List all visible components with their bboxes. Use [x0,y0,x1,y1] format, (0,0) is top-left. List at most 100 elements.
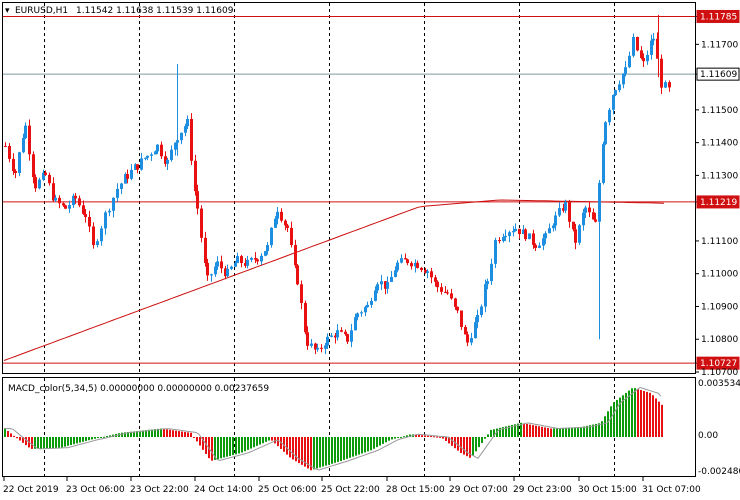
candle-body[interactable] [410,263,413,267]
candle-body[interactable] [140,158,143,170]
candle-body[interactable] [130,169,133,179]
candle-body[interactable] [250,257,253,260]
candle-body[interactable] [450,293,453,299]
candle-body[interactable] [150,154,153,156]
candle-body[interactable] [108,210,111,213]
candle-body[interactable] [226,268,229,277]
candle-body[interactable] [290,227,293,245]
candle-body[interactable] [32,154,35,178]
candle-body[interactable] [74,195,77,199]
candle-body[interactable] [396,262,399,271]
candle-body[interactable] [370,300,373,305]
candle-body[interactable] [476,314,479,323]
candle-body[interactable] [618,84,621,91]
candle-body[interactable] [374,290,377,301]
candle-body[interactable] [214,266,217,275]
candle-body[interactable] [446,292,449,294]
candle-body[interactable] [254,257,257,260]
candle-body[interactable] [304,302,307,333]
candle-body[interactable] [68,205,71,209]
candle-body[interactable] [270,227,273,246]
candle-body[interactable] [456,306,459,311]
candle-body[interactable] [126,174,129,179]
candle-body[interactable] [330,335,333,337]
candle-body[interactable] [380,281,383,285]
candle-body[interactable] [444,291,447,293]
candle-body[interactable] [316,347,319,350]
candle-body[interactable] [48,174,51,184]
candle-body[interactable] [160,144,163,157]
candle-body[interactable] [542,238,545,246]
candle-body[interactable] [326,336,329,346]
candle-body[interactable] [210,274,213,276]
candle-body[interactable] [264,251,267,256]
candle-body[interactable] [24,125,27,139]
candle-body[interactable] [574,229,577,243]
candle-body[interactable] [624,67,627,74]
candle-body[interactable] [346,334,349,342]
candle-body[interactable] [120,183,123,189]
candle-body[interactable] [184,126,187,133]
candle-body[interactable] [640,50,643,59]
candle-body[interactable] [44,172,47,175]
candle-body[interactable] [588,207,591,213]
candle-body[interactable] [532,233,535,245]
candle-body[interactable] [64,205,67,209]
candle-body[interactable] [386,281,389,289]
candle-body[interactable] [340,330,343,332]
candle-body[interactable] [334,335,337,338]
candle-body[interactable] [96,241,99,246]
candle-body[interactable] [602,144,605,183]
candle-body[interactable] [284,220,287,226]
candle-body[interactable] [512,231,515,233]
candle-body[interactable] [42,172,45,180]
candle-body[interactable] [220,261,223,269]
candle-body[interactable] [300,284,303,303]
candle-body[interactable] [514,228,517,232]
candle-body[interactable] [562,208,565,211]
candle-body[interactable] [170,149,173,160]
candle-body[interactable] [490,263,493,282]
candle-body[interactable] [144,157,147,159]
candle-body[interactable] [400,258,403,263]
candle-body[interactable] [320,347,323,349]
candle-body[interactable] [156,144,159,152]
candle-body[interactable] [206,263,209,276]
candle-body[interactable] [38,179,41,189]
candle-body[interactable] [470,338,473,343]
candle-body[interactable] [534,244,537,248]
candle-body[interactable] [260,255,263,262]
candle-body[interactable] [336,330,339,338]
candle-body[interactable] [58,197,61,204]
candle-body[interactable] [508,232,511,236]
candle-body[interactable] [578,225,581,243]
candle-body[interactable] [18,152,21,173]
candle-body[interactable] [636,37,639,51]
candle-body[interactable] [34,177,37,189]
candle-body[interactable] [112,197,115,211]
candle-body[interactable] [406,259,409,264]
candle-body[interactable] [384,281,387,289]
candle-body[interactable] [660,58,663,88]
candle-body[interactable] [582,212,585,226]
candle-body[interactable] [360,312,363,314]
candle-body[interactable] [390,276,393,282]
candle-body[interactable] [204,237,207,264]
candle-body[interactable] [194,160,197,192]
candle-body[interactable] [528,233,531,240]
candle-body[interactable] [62,203,65,206]
candle-body[interactable] [416,262,419,268]
candle-body[interactable] [266,245,269,252]
candle-body[interactable] [344,331,347,335]
candle-body[interactable] [186,118,189,127]
candle-body[interactable] [668,82,671,88]
candle-body[interactable] [54,197,57,201]
candle-body[interactable] [656,38,659,59]
candle-body[interactable] [296,265,299,285]
candle-body[interactable] [200,208,203,238]
candle-body[interactable] [286,225,289,228]
candle-body[interactable] [236,256,239,263]
candle-body[interactable] [498,240,501,242]
candle-body[interactable] [454,298,457,307]
